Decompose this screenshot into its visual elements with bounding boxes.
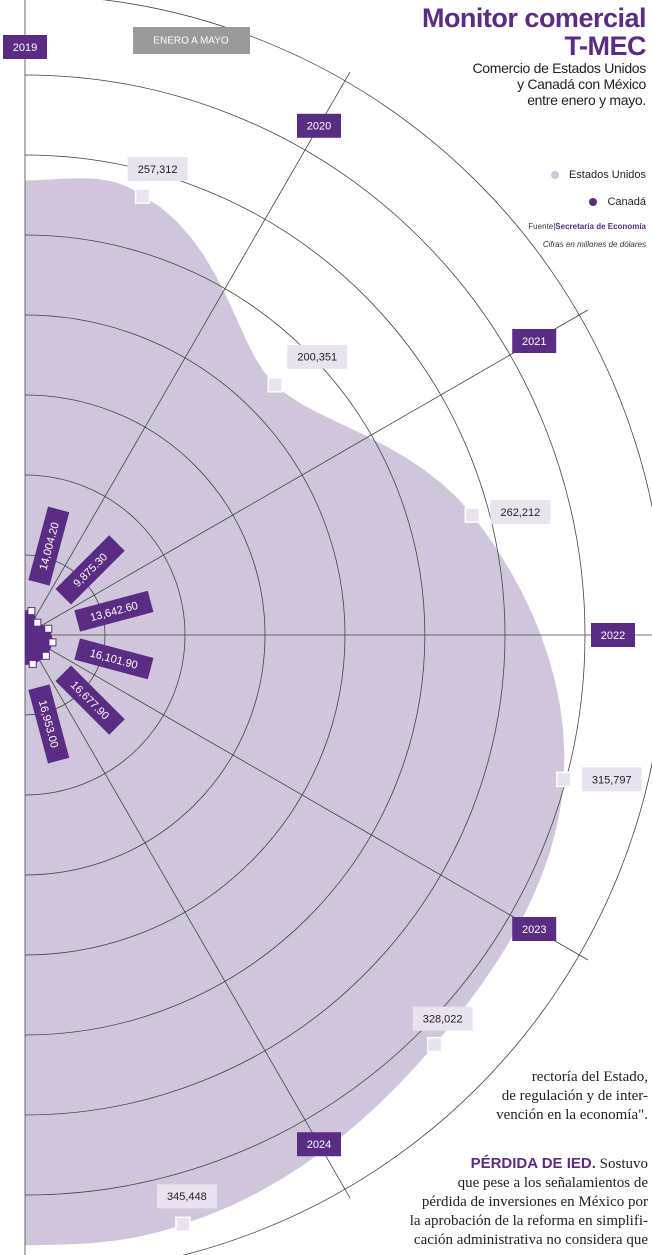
- text-line: la aprobación de la reforma en simplifi-: [409, 1213, 648, 1229]
- title: T-MEC: [564, 31, 647, 61]
- text-line: de regulación y de inter-: [501, 1088, 648, 1104]
- marker: [28, 659, 37, 668]
- value-box: [127, 157, 188, 182]
- ring: [100, 0, 652, 1255]
- source-text: Secretaría de Economía: [555, 222, 646, 231]
- label-box: [297, 113, 341, 138]
- marker: [33, 618, 42, 627]
- marker: [464, 507, 481, 523]
- spoke: [24, 309, 589, 636]
- article-paragraph: PÉRDIDA DE IED. Sostuvo que pese a los s…: [348, 1154, 648, 1250]
- value-box: [287, 344, 348, 369]
- value-box: [55, 665, 125, 735]
- note: Cifras en millones de dólares: [542, 240, 646, 249]
- marker: [426, 1036, 443, 1053]
- label-box: [512, 917, 557, 941]
- area: [25, 610, 53, 665]
- marker: [27, 607, 36, 616]
- category-label: 2022: [591, 623, 635, 647]
- text-line: cación administrativa no considera que: [413, 1232, 648, 1248]
- article-paragraph: rectoría del Estado, de regulación y de …: [388, 1068, 648, 1125]
- value-label: 257,312: [138, 164, 178, 176]
- text-line: que pese a los señalamientos de: [457, 1175, 648, 1191]
- value-label: 315,797: [592, 774, 632, 786]
- value-box: [55, 535, 125, 605]
- category-label: 2024: [297, 1132, 341, 1157]
- legend-swatch: [550, 171, 559, 180]
- header: Monitor comercial T-MEC Comercio de Esta…: [421, 3, 647, 108]
- category-label: 2021: [512, 329, 557, 353]
- value-box: [412, 1006, 473, 1031]
- category-label: 2019: [3, 35, 47, 59]
- marker: [134, 188, 151, 204]
- subtitle: y Canadá con México: [517, 76, 646, 92]
- value-box: [156, 1184, 217, 1209]
- legend-swatch: [589, 198, 598, 207]
- text-line: pérdida de inversiones en México por: [421, 1194, 648, 1210]
- label-box: [591, 623, 635, 647]
- spoke: [24, 634, 589, 961]
- category-text: 2019: [13, 42, 37, 54]
- text-line: vención en la economía".: [496, 1107, 648, 1123]
- marker: [175, 1216, 191, 1233]
- heading: PÉRDIDA DE IED.: [470, 1155, 596, 1172]
- value-box: [28, 684, 70, 764]
- value-label: 328,022: [423, 1014, 463, 1026]
- badge: ENERO A MAYO: [153, 36, 229, 47]
- source-label: Fuente: [528, 222, 554, 231]
- source: Fuente|Secretaría de Economía Cifras en …: [528, 222, 646, 249]
- legend-label: Estados Unidos: [568, 169, 646, 181]
- category-text: 2024: [307, 1139, 331, 1151]
- category-label: 2023: [512, 917, 557, 941]
- title: Monitor comercial: [421, 3, 647, 33]
- value-box: [581, 767, 642, 792]
- marker: [44, 624, 53, 633]
- value-box: [74, 638, 154, 680]
- category-text: 2020: [307, 121, 331, 133]
- badge-box: [133, 27, 250, 54]
- area: [25, 178, 565, 1246]
- category-label: 2020: [297, 113, 341, 138]
- legend-item: Estados Unidos: [550, 162, 646, 189]
- label-box: [3, 35, 47, 59]
- value-label-group: 16,953.00: [28, 684, 70, 764]
- category-text: 2022: [601, 630, 625, 642]
- subtitle: entre enero y mayo.: [527, 92, 646, 108]
- value-label: 262,212: [500, 507, 540, 519]
- value-box: [74, 590, 154, 632]
- marker: [41, 651, 50, 660]
- spoke: [24, 71, 351, 636]
- spoke: [24, 634, 351, 1199]
- marker: [48, 638, 57, 647]
- subtitle: Comercio de Estados Unidos: [472, 60, 646, 76]
- label-box: [512, 329, 557, 353]
- category-text: 2023: [522, 924, 546, 936]
- value-box: [490, 500, 551, 525]
- category-text: 2021: [522, 336, 546, 348]
- label-box: [297, 1132, 341, 1157]
- legend: Estados Unidos Canadá: [550, 162, 646, 216]
- legend-item: Canadá: [551, 189, 646, 216]
- text-line: rectoría del Estado,: [531, 1069, 648, 1085]
- value-label: 345,448: [167, 1191, 207, 1203]
- value-box: [28, 506, 70, 586]
- marker: [267, 377, 283, 393]
- text-line: Sostuvo: [599, 1156, 648, 1172]
- marker: [556, 771, 572, 788]
- legend-label: Canadá: [607, 196, 646, 208]
- value-label: 200,351: [297, 352, 337, 364]
